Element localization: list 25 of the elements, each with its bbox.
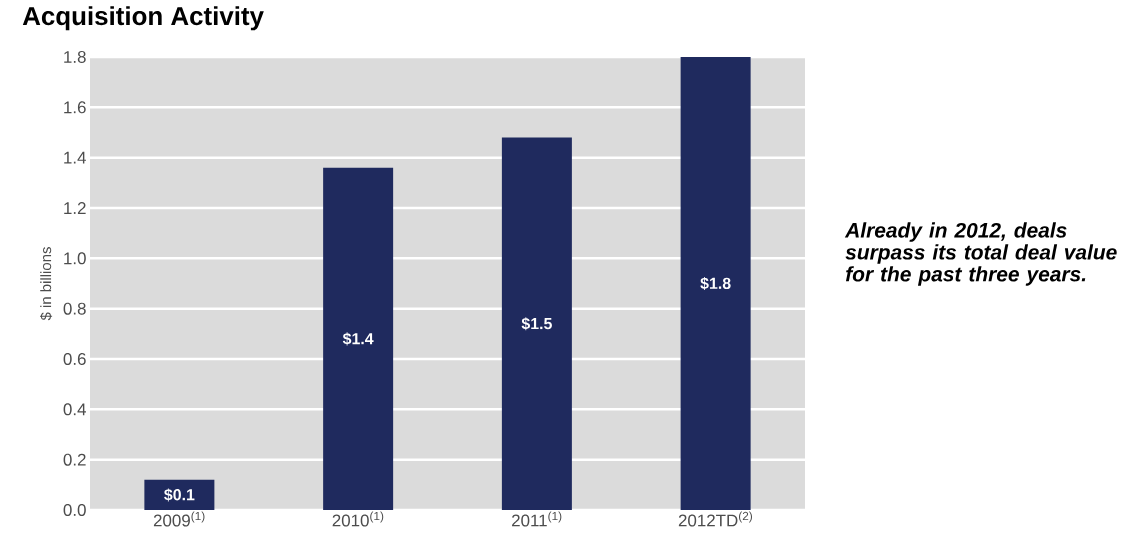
y-tick-label: 0.2	[63, 453, 86, 466]
data-label: $1.5	[521, 317, 552, 331]
y-axis-title: $ in billions	[40, 247, 53, 321]
y-tick-label: 0.8	[63, 302, 86, 315]
y-tick-label: 1.8	[64, 51, 86, 63]
x-tick-label: 2011$^{(1)}$	[512, 511, 562, 527]
y-tick-label: 1.6	[64, 101, 86, 114]
bar	[501, 137, 572, 510]
text: Already in 2012, deals surpass its total deal value for the past three years.	[844, 222, 1117, 286]
x-tick-label: 2009$^{(1)}$	[153, 511, 205, 527]
data-label: $0.1	[164, 488, 195, 502]
bar	[144, 479, 215, 510]
y-tick-label: 1.2	[64, 202, 86, 214]
y-tick-label: 0.0	[63, 504, 86, 516]
bar	[323, 167, 394, 510]
data-label: $1.4	[342, 332, 374, 346]
x-tick-label: 2012TD$^{(2)}$	[678, 511, 753, 527]
chart-title: Acquisition Activity	[22, 6, 264, 31]
y-tick-label: 1.4	[64, 151, 86, 164]
y-tick-label: 0.6	[63, 353, 86, 365]
y-tick-label: 0.4	[63, 403, 86, 416]
bar	[680, 57, 751, 510]
data-label: $1.8	[700, 276, 731, 291]
x-tick-label: 2010$^{(1)}$	[332, 511, 384, 527]
y-tick-label: 1.0	[64, 252, 86, 265]
